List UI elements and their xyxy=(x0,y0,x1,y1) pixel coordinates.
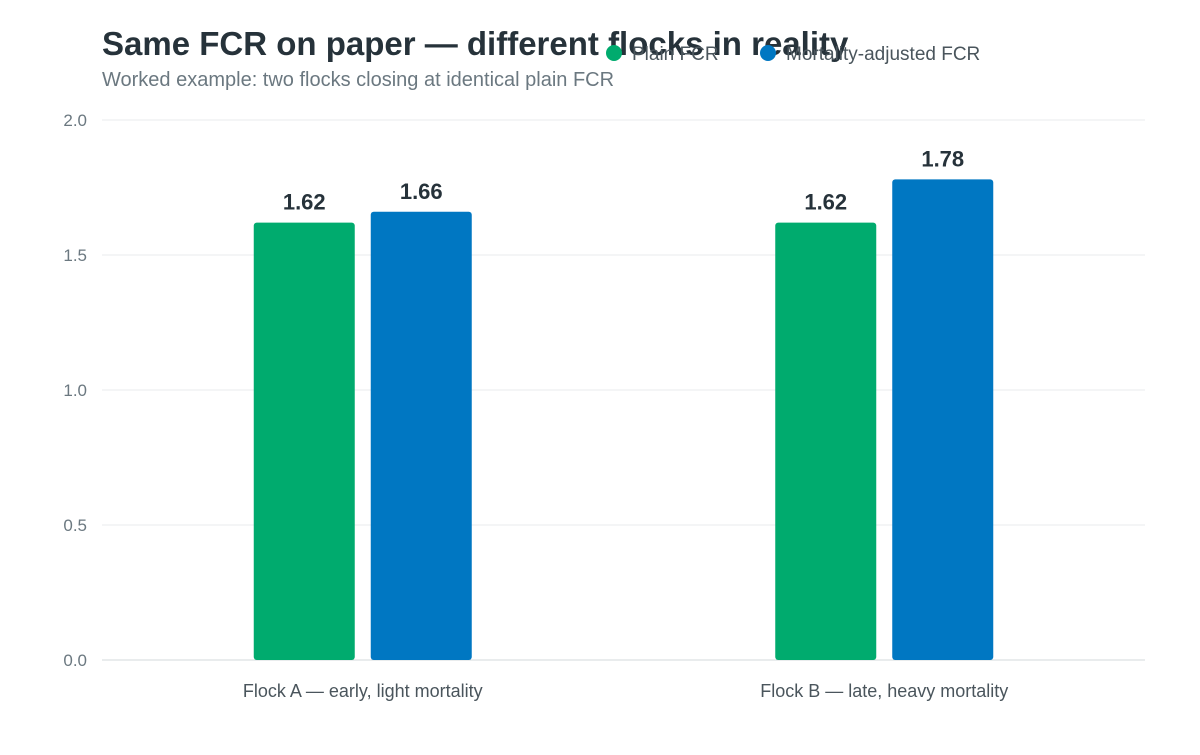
y-tick-label: 0.0 xyxy=(63,651,87,670)
y-tick-label: 1.0 xyxy=(63,381,87,400)
legend-label-plain-fcr: Plain FCR xyxy=(632,44,719,65)
legend-label-mortality-adjusted-fcr: Mortality-adjusted FCR xyxy=(786,44,980,65)
bar-data-label: 1.78 xyxy=(921,146,964,171)
bar-data-label: 1.62 xyxy=(283,190,326,215)
x-tick-label: Flock A — early, light mortality xyxy=(243,681,483,701)
bar[interactable] xyxy=(253,222,355,660)
y-tick-label: 2.0 xyxy=(63,111,87,130)
y-tick-label: 0.5 xyxy=(63,516,87,535)
legend-swatch-plain-fcr xyxy=(606,45,622,61)
bars xyxy=(253,179,994,661)
legend-item-mortality-adjusted-fcr[interactable]: Mortality-adjusted FCR xyxy=(760,44,980,65)
legend-item-plain-fcr[interactable]: Plain FCR xyxy=(606,44,719,65)
bar[interactable] xyxy=(892,179,994,660)
x-tick-label: Flock B — late, heavy mortality xyxy=(760,681,1008,701)
y-axis-tick-labels: 0.0 0.5 1.0 1.5 2.0 xyxy=(63,111,87,670)
y-tick-label: 1.5 xyxy=(63,246,87,265)
chart-title: Same FCR on paper — different flocks in … xyxy=(102,25,849,62)
chart-subtitle: Worked example: two flocks closing at id… xyxy=(102,69,614,91)
bar-data-label: 1.62 xyxy=(804,190,847,215)
bar[interactable] xyxy=(370,211,472,661)
bar[interactable] xyxy=(775,222,877,660)
x-axis-tick-labels: Flock A — early, light mortality Flock B … xyxy=(243,681,1008,701)
bar-data-label: 1.66 xyxy=(400,179,443,204)
legend-swatch-mortality-adjusted-fcr xyxy=(760,45,776,61)
data-labels: 1.62 1.66 1.62 1.78 xyxy=(283,146,964,214)
legend[interactable]: Plain FCR Mortality-adjusted FCR xyxy=(606,44,980,65)
